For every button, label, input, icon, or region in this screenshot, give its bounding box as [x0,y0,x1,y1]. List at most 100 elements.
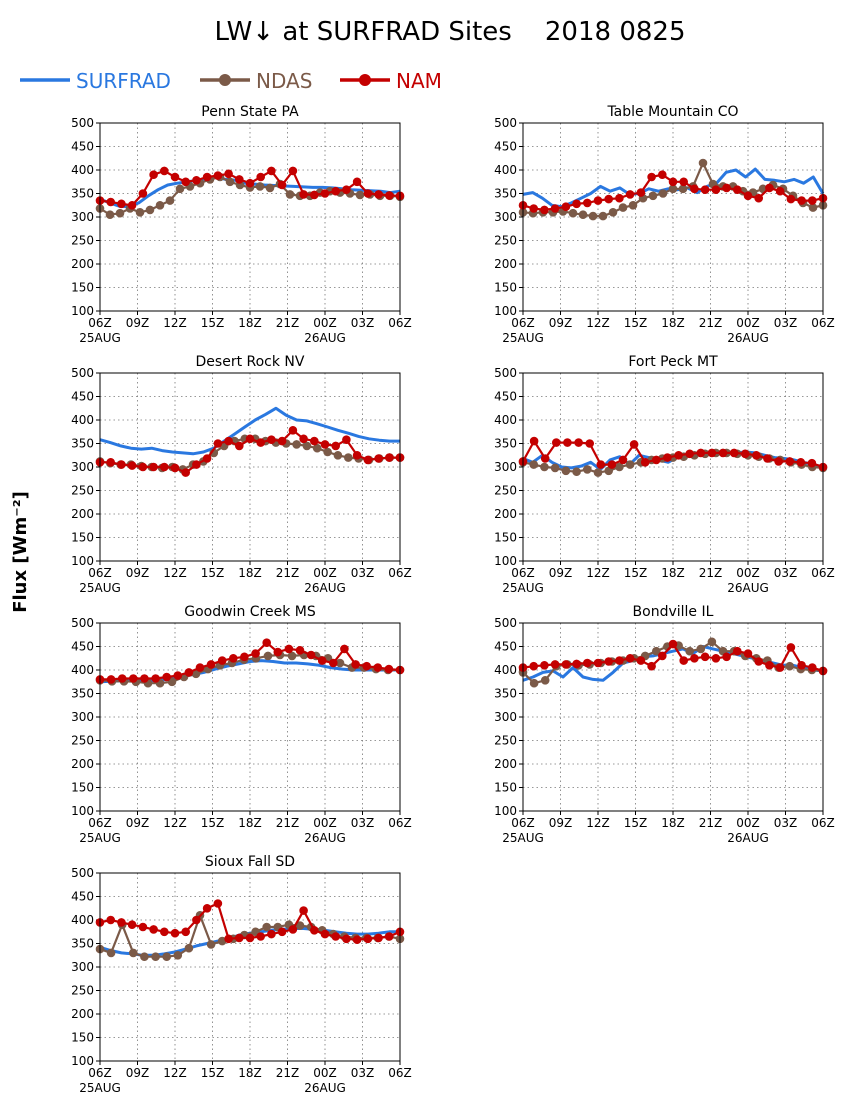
data-point-nam [138,922,148,932]
data-point-nam [765,183,774,193]
data-point-nam [352,450,362,460]
x-tick-label: 09Z [549,316,573,330]
data-point-nam [636,656,646,665]
y-tick-label: 200 [494,257,517,271]
y-tick-label: 250 [71,484,94,498]
x-sublabel-mid: 26AUG [727,581,769,595]
y-tick-label: 300 [71,210,94,224]
data-point-nam [743,191,753,201]
x-tick-label: 00Z [313,566,337,580]
data-point-nam [206,660,216,669]
data-point-nam [160,166,169,176]
plot-frame [522,622,824,812]
data-point-ndas [628,201,638,210]
data-point-ndas [225,177,235,187]
data-point-nam [540,454,550,463]
series-line-nam [100,641,401,681]
y-tick-label: 400 [494,163,517,177]
panel-title: Fort Peck MT [628,354,718,370]
data-point-nam [320,929,330,939]
data-point-nam [235,175,244,184]
data-point-nam [235,441,244,451]
data-point-nam [181,177,190,187]
y-tick-label: 150 [71,281,94,295]
data-point-nam [700,652,710,662]
data-point-nam [192,915,201,925]
data-point-ndas [578,210,588,219]
y-tick-label: 100 [71,804,94,818]
data-point-nam [374,190,383,199]
y-tick-label: 500 [71,616,94,630]
x-tick-label: 09Z [126,816,150,830]
x-tick-label: 06Z [511,566,535,580]
series-nam [518,170,828,215]
y-tick-label: 500 [71,866,94,880]
y-tick-label: 150 [494,781,517,795]
data-point-nam [785,457,795,466]
y-tick-label: 400 [71,413,94,427]
data-point-ndas [598,211,608,221]
data-point-nam [273,647,283,657]
chart-title: LW↓ at SURFRAD Sites 2018 0825 [214,17,685,47]
data-point-nam [295,645,305,655]
data-point-nam [277,180,287,190]
data-point-nam [707,448,717,458]
x-sublabel-mid: 26AUG [304,831,346,845]
y-tick-label: 500 [71,116,94,130]
data-point-nam [722,183,731,193]
data-point-nam [657,170,667,179]
y-tick-label: 500 [71,366,94,380]
data-point-nam [181,927,190,937]
data-point-nam [604,194,614,204]
x-tick-label: 06Z [88,316,112,330]
legend-item-surfrad: SURFRAD [20,69,171,93]
x-tick-label: 06Z [388,1066,412,1080]
x-sublabel-start: 25AUG [79,1081,121,1095]
x-tick-label: 09Z [549,816,573,830]
x-sublabel-mid: 26AUG [727,831,769,845]
series-nam [518,436,828,472]
data-point-nam [267,435,276,445]
y-tick-label: 200 [71,507,94,521]
data-point-nam [213,439,223,448]
x-tick-label: 12Z [163,1066,187,1080]
data-point-nam [596,460,606,469]
x-tick-label: 00Z [313,1066,337,1080]
y-tick-label: 450 [71,140,94,154]
y-tick-label: 450 [71,390,94,404]
data-point-nam [679,656,689,665]
data-point-ndas [355,190,365,200]
y-tick-label: 250 [494,734,517,748]
data-point-nam [363,455,373,465]
data-point-ndas [625,460,635,469]
data-point-nam [722,652,731,662]
panel-desert-rock-nv: 100 150 200 250 300 350 400 450 500 06Z 09Z 12Z 15Z 1… [71,354,412,595]
data-point-nam [679,177,689,187]
data-point-ndas [140,952,149,962]
panel-sioux-fall-sd: 100 150 200 250 300 350 400 450 500 06Z 09Z 12Z 15Z 1… [71,854,412,1095]
data-point-nam [774,457,783,466]
data-point-nam [362,661,372,671]
data-point-nam [384,664,394,674]
data-point-nam [674,450,683,460]
data-point-nam [160,462,169,472]
y-tick-label: 200 [71,257,94,271]
x-tick-label: 18Z [238,1066,262,1080]
data-point-ndas [593,468,603,477]
y-tick-label: 300 [71,460,94,474]
data-point-nam [582,658,592,668]
data-point-ndas [287,651,297,661]
data-point-nam [700,185,710,194]
data-point-nam [561,660,571,669]
data-point-nam [352,177,362,187]
data-point-nam [550,204,560,213]
data-point-nam [160,927,169,937]
data-point-nam [127,920,137,930]
data-point-nam [251,649,260,658]
y-tick-label: 300 [71,960,94,974]
y-tick-label: 500 [494,616,517,630]
x-tick-label: 18Z [661,816,685,830]
data-point-ndas [608,208,618,217]
panel-table-mountain-co: 100 150 200 250 300 350 400 450 500 06Z 09Z 12Z 15Z 1… [494,104,835,345]
x-tick-label: 06Z [88,1066,112,1080]
